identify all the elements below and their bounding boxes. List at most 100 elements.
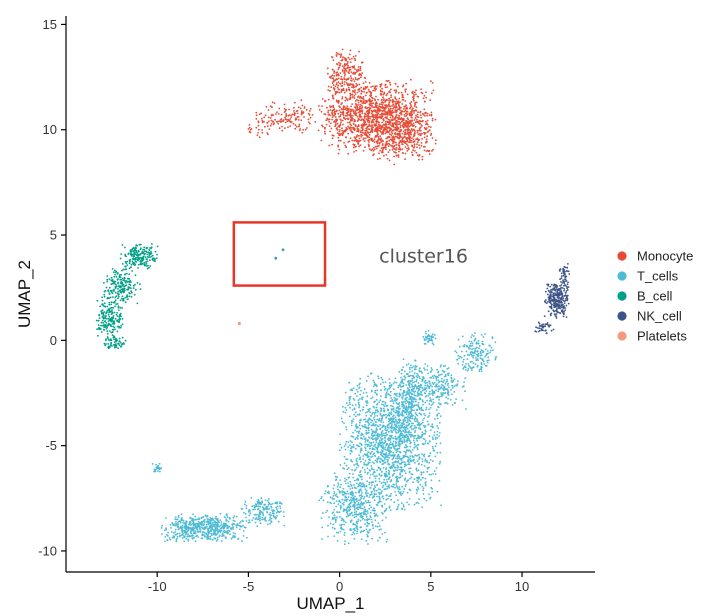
data-point (365, 127, 367, 130)
data-point (363, 76, 366, 79)
data-point (453, 385, 456, 387)
data-point (263, 116, 266, 119)
data-point (442, 387, 444, 390)
data-point (381, 132, 384, 135)
data-point (299, 128, 302, 130)
data-point (385, 443, 388, 446)
data-point (350, 79, 353, 82)
data-point (211, 539, 214, 541)
data-point (422, 97, 425, 100)
data-point (423, 149, 426, 152)
data-point (410, 114, 413, 117)
data-point (321, 526, 324, 529)
data-point (219, 519, 222, 521)
data-point (339, 449, 341, 452)
data-point (343, 543, 346, 546)
data-point (379, 536, 381, 539)
data-point (464, 366, 467, 369)
data-point (345, 97, 348, 100)
data-point (459, 355, 461, 358)
data-point (336, 540, 339, 542)
data-point (390, 429, 392, 432)
data-point (356, 527, 358, 530)
data-point (382, 432, 385, 435)
data-point (409, 455, 412, 457)
data-point (358, 482, 361, 484)
data-point (424, 401, 427, 404)
data-point (372, 379, 375, 382)
data-point (431, 381, 434, 384)
data-point (409, 386, 411, 389)
data-point (372, 527, 375, 529)
data-point (374, 519, 377, 522)
data-point (309, 108, 312, 110)
data-point (341, 59, 343, 62)
data-point (360, 483, 363, 485)
data-point (427, 385, 430, 388)
data-point (373, 147, 375, 149)
data-point (337, 488, 339, 491)
data-point (381, 90, 384, 93)
data-point (424, 387, 426, 389)
data-point (391, 98, 394, 101)
data-point (368, 138, 371, 141)
data-point (332, 134, 335, 137)
data-point (380, 474, 383, 477)
data-point (361, 102, 363, 104)
data-point (411, 153, 414, 156)
data-point (374, 400, 376, 403)
data-point (410, 139, 413, 142)
data-point (210, 524, 212, 527)
data-point (370, 456, 372, 458)
data-point (386, 448, 389, 451)
data-point (389, 400, 392, 403)
data-point (435, 384, 438, 387)
data-point (393, 144, 396, 147)
data-point (340, 54, 342, 57)
data-point (462, 385, 465, 388)
data-point (349, 137, 352, 140)
data-point (349, 61, 352, 63)
data-point (394, 491, 396, 493)
data-point (375, 95, 377, 98)
data-point (431, 390, 434, 392)
data-point (421, 155, 424, 158)
data-point (356, 522, 359, 525)
data-point (339, 516, 341, 518)
data-point (350, 124, 353, 127)
data-point (396, 420, 398, 423)
data-point (232, 535, 235, 537)
data-point (417, 469, 420, 472)
data-point (373, 417, 375, 419)
data-point (406, 93, 409, 96)
data-point (447, 391, 450, 394)
data-point (331, 518, 334, 520)
data-point (400, 106, 402, 109)
data-point (358, 83, 361, 86)
data-point (332, 523, 335, 526)
data-point (374, 415, 376, 417)
data-point (343, 74, 346, 77)
data-point (466, 369, 469, 372)
data-point (388, 473, 390, 476)
data-point (357, 68, 360, 71)
data-point (352, 110, 355, 113)
data-point (407, 408, 409, 410)
data-point (397, 490, 400, 493)
data-point (392, 382, 395, 385)
data-point (372, 495, 375, 498)
data-point (351, 404, 354, 407)
data-point (343, 83, 346, 86)
data-point (249, 131, 252, 134)
data-point (380, 410, 382, 412)
data-point (296, 116, 299, 118)
data-point (272, 114, 275, 116)
data-point (422, 489, 425, 492)
data-point (327, 109, 330, 112)
data-point (288, 108, 290, 111)
data-point (355, 388, 358, 391)
data-point (332, 59, 335, 61)
data-point (334, 123, 337, 126)
data-point (347, 121, 349, 124)
data-point (289, 125, 292, 127)
